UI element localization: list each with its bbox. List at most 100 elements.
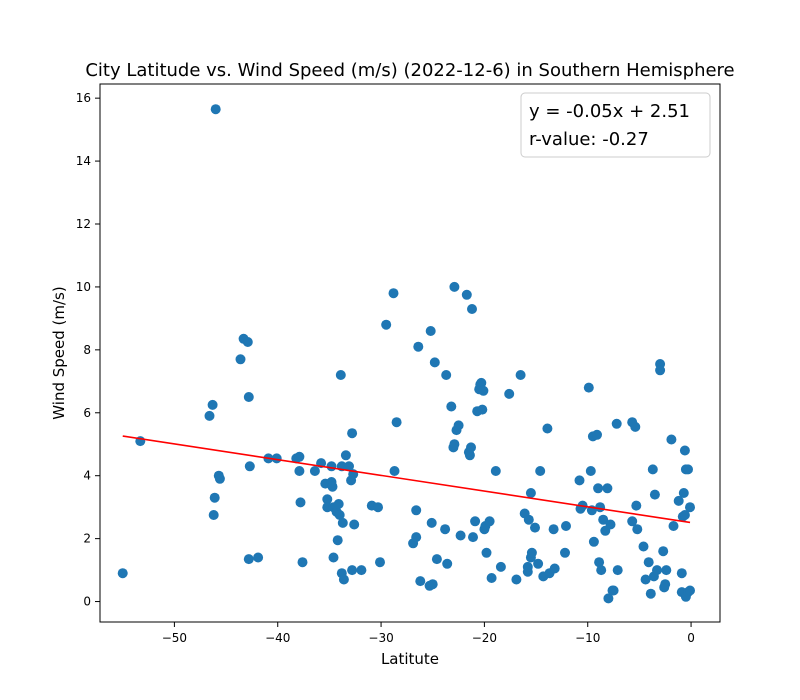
data-point <box>429 357 440 368</box>
data-point <box>244 461 255 472</box>
data-point <box>349 519 360 530</box>
data-point <box>243 392 254 402</box>
data-point <box>583 382 594 393</box>
data-point <box>661 565 672 576</box>
data-point <box>643 557 654 568</box>
data-point <box>593 483 604 494</box>
data-point <box>649 489 660 500</box>
y-tick-label: 10 <box>76 280 91 294</box>
data-point <box>328 552 339 563</box>
data-point <box>338 574 349 585</box>
data-point <box>446 401 457 412</box>
data-point <box>477 404 488 415</box>
data-point <box>542 423 553 434</box>
data-point <box>632 524 643 535</box>
data-point <box>117 568 128 579</box>
data-point <box>652 565 662 576</box>
data-point <box>595 502 606 513</box>
data-point <box>611 418 622 429</box>
data-point <box>209 492 220 503</box>
data-point <box>415 576 426 587</box>
x-tick-label: −30 <box>368 631 393 645</box>
x-tick-label: −20 <box>472 631 497 645</box>
data-point <box>340 450 351 461</box>
data-point <box>630 421 641 432</box>
data-point <box>594 557 605 568</box>
data-point <box>655 365 666 376</box>
x-tick-label: −10 <box>575 631 600 645</box>
data-point <box>449 439 460 450</box>
data-point <box>679 510 690 520</box>
data-point <box>647 464 658 475</box>
data-point <box>425 326 436 336</box>
data-point <box>526 547 537 558</box>
data-point <box>549 563 560 574</box>
data-point <box>603 593 614 604</box>
y-tick-label: 4 <box>83 469 91 483</box>
data-point <box>685 585 695 596</box>
x-tick-label: 0 <box>687 631 695 645</box>
data-point <box>511 574 522 585</box>
data-point <box>640 574 651 585</box>
data-point <box>243 554 254 565</box>
data-points <box>117 104 695 604</box>
data-point <box>373 502 383 513</box>
data-point <box>638 541 649 552</box>
data-point <box>533 558 544 569</box>
data-point <box>522 561 533 572</box>
data-point <box>327 481 338 492</box>
data-point <box>344 461 354 472</box>
data-point <box>356 565 367 576</box>
data-point <box>464 450 475 461</box>
data-point <box>504 388 515 399</box>
data-point <box>210 104 221 115</box>
data-point <box>523 514 534 525</box>
data-point <box>381 319 392 330</box>
data-point <box>441 370 452 380</box>
y-tick-label: 12 <box>76 217 91 231</box>
y-axis-ticks: 0 2 4 6 8 10 12 14 16 <box>76 91 100 609</box>
x-tick-label: −40 <box>265 631 290 645</box>
data-point <box>271 453 282 464</box>
data-point <box>478 385 489 396</box>
y-tick-label: 14 <box>76 154 91 168</box>
data-point <box>413 341 424 352</box>
data-point <box>309 466 320 476</box>
data-point <box>679 445 690 456</box>
data-point <box>574 475 585 486</box>
data-point <box>515 370 526 380</box>
data-point <box>585 466 596 476</box>
data-point <box>347 565 358 576</box>
x-axis-ticks: −50 −40 −30 −20 −10 0 <box>162 622 695 645</box>
data-point <box>294 466 305 476</box>
data-point <box>645 588 656 599</box>
data-point <box>461 289 472 300</box>
data-point <box>214 473 225 484</box>
data-point <box>673 495 684 506</box>
data-point <box>484 516 495 527</box>
data-point <box>455 530 466 541</box>
data-point <box>658 546 669 557</box>
data-point <box>335 370 346 380</box>
data-point <box>207 399 218 410</box>
data-point <box>486 573 497 583</box>
data-point <box>235 354 246 365</box>
regression-equation: y = -0.05x + 2.51 <box>529 101 690 122</box>
data-point <box>560 547 570 558</box>
data-point <box>676 568 687 579</box>
data-point <box>598 514 609 525</box>
data-point <box>337 517 348 528</box>
data-point <box>442 558 453 569</box>
data-point <box>388 288 399 299</box>
data-point <box>481 547 492 558</box>
data-point <box>297 557 308 568</box>
annotation-box <box>520 92 711 158</box>
data-point <box>668 521 679 531</box>
data-point <box>666 434 677 445</box>
data-point <box>678 488 689 498</box>
data-point <box>426 517 437 528</box>
data-point <box>467 304 477 314</box>
data-point <box>326 461 337 472</box>
data-point <box>660 579 671 590</box>
data-point <box>470 516 481 527</box>
